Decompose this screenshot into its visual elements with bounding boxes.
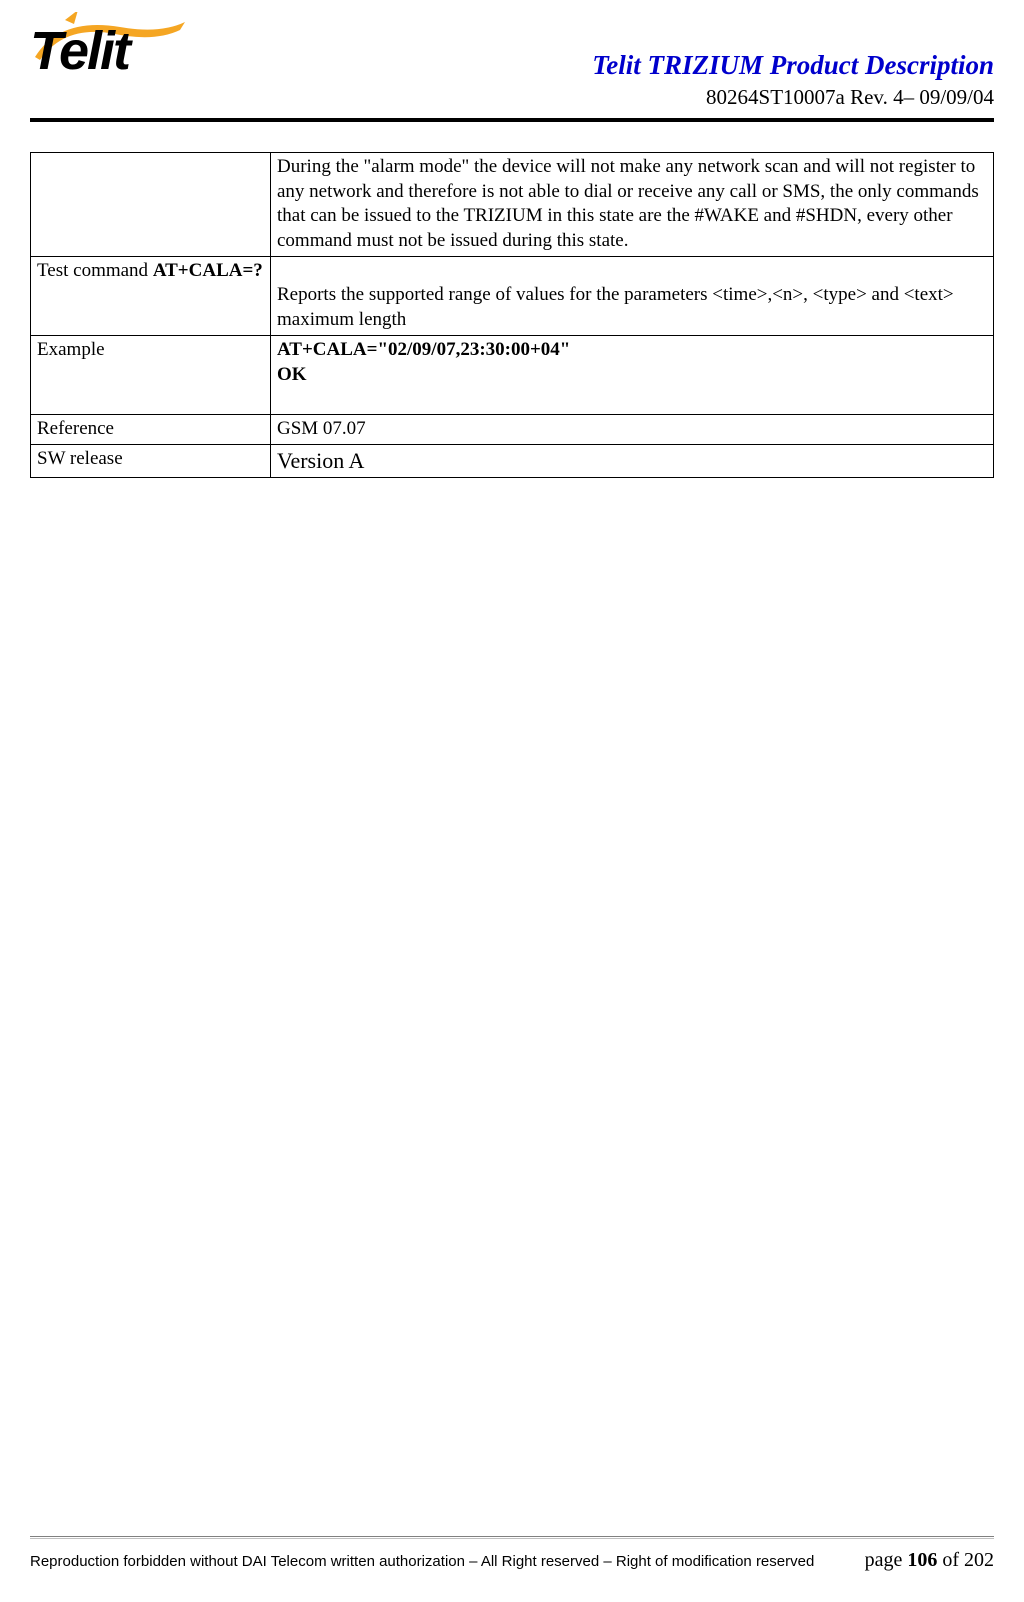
table-row: Reference GSM 07.07 xyxy=(31,414,994,444)
logo-text: Telit xyxy=(30,21,129,81)
text-span: Version A xyxy=(277,448,364,473)
table-row: Test command AT+CALA=? Reports the suppo… xyxy=(31,256,994,335)
table-cell: Example xyxy=(31,335,271,414)
text-span: 106 xyxy=(907,1549,937,1571)
table-cell: Reports the supported range of values fo… xyxy=(271,256,994,335)
text-span: Test command xyxy=(37,260,153,281)
table-row: SW release Version A xyxy=(31,444,994,478)
page-number: page 106 of 202 xyxy=(865,1549,994,1572)
document-footer: Reproduction forbidden without DAI Telec… xyxy=(30,1536,994,1572)
table-cell: Test command AT+CALA=? xyxy=(31,256,271,335)
footer-text: Reproduction forbidden without DAI Telec… xyxy=(30,1549,994,1572)
table-row: During the "alarm mode" the device will … xyxy=(31,153,994,257)
table-cell: Version A xyxy=(271,444,994,478)
table-cell xyxy=(31,153,271,257)
header-rule xyxy=(30,118,994,122)
document-title: Telit TRIZIUM Product Description xyxy=(592,50,994,81)
text-span: OK xyxy=(277,364,307,385)
footer-rule xyxy=(30,1536,994,1539)
table-cell: SW release xyxy=(31,444,271,478)
table-cell: During the "alarm mode" the device will … xyxy=(271,153,994,257)
table-cell: Reference xyxy=(31,414,271,444)
spec-table: During the "alarm mode" the device will … xyxy=(30,152,994,478)
text-span: AT+CALA="02/09/07,23:30:00+04" xyxy=(277,339,570,360)
document-header: Telit Telit TRIZIUM Product Description … xyxy=(30,20,994,110)
table-cell: AT+CALA="02/09/07,23:30:00+04" OK xyxy=(271,335,994,414)
table-cell: GSM 07.07 xyxy=(271,414,994,444)
document-subtitle: 80264ST10007a Rev. 4– 09/09/04 xyxy=(592,85,994,110)
text-span: Reports the supported range of values fo… xyxy=(277,284,954,330)
text-span: page xyxy=(865,1549,908,1571)
text-span: AT+CALA=? xyxy=(153,260,263,281)
text-span: of 202 xyxy=(937,1549,994,1571)
telit-logo: Telit xyxy=(30,20,210,100)
header-titles: Telit TRIZIUM Product Description 80264S… xyxy=(592,20,994,110)
footer-copyright: Reproduction forbidden without DAI Telec… xyxy=(30,1553,814,1570)
table-row: Example AT+CALA="02/09/07,23:30:00+04" O… xyxy=(31,335,994,414)
